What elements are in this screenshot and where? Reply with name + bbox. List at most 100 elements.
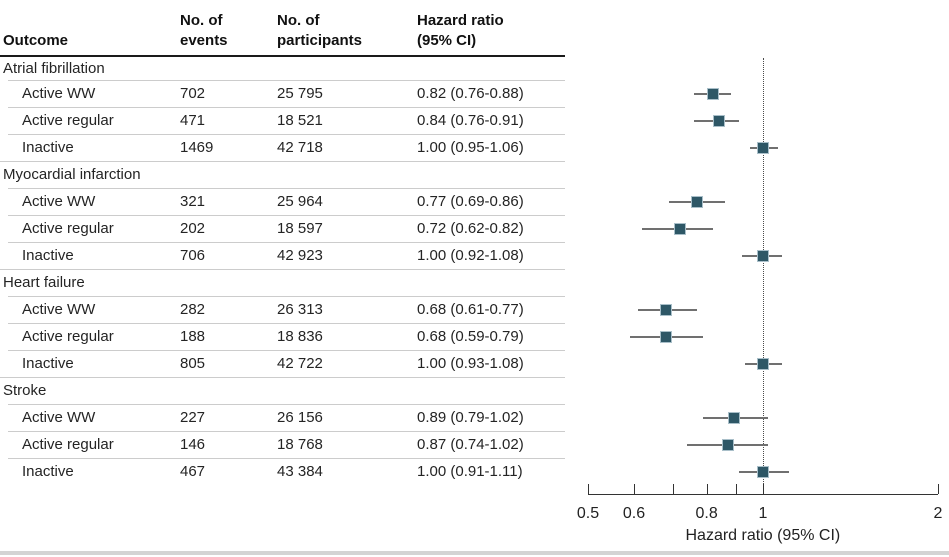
group-label: Stroke bbox=[3, 382, 47, 399]
hazard-ratio-marker bbox=[727, 411, 740, 424]
hazard-ratio-marker bbox=[691, 195, 703, 208]
table-row: Inactive 706 42 923 1.00 (0.92-1.08) bbox=[0, 242, 565, 269]
participants-value: 25 964 bbox=[277, 193, 323, 210]
table-row: Active WW 321 25 964 0.77 (0.69-0.86) bbox=[0, 188, 565, 215]
group-label: Atrial fibrillation bbox=[3, 60, 105, 77]
hazard-ratio-marker bbox=[674, 222, 687, 235]
events-value: 1469 bbox=[180, 139, 214, 156]
events-value: 227 bbox=[180, 409, 206, 426]
hazard-ratio-marker bbox=[712, 114, 725, 127]
hazard-ratio-value: 1.00 (0.95-1.06) bbox=[417, 139, 524, 156]
table-row: Inactive 1469 42 718 1.00 (0.95-1.06) bbox=[0, 134, 565, 161]
outcome-label: Active regular bbox=[22, 220, 114, 237]
outcome-label: Inactive bbox=[22, 139, 74, 156]
events-value: 188 bbox=[180, 328, 206, 345]
participants-value: 18 521 bbox=[277, 112, 323, 129]
group-row: Atrial fibrillation bbox=[0, 57, 565, 80]
hazard-ratio-marker bbox=[757, 249, 769, 262]
events-value: 805 bbox=[180, 355, 206, 372]
column-header-outcome: Outcome bbox=[3, 32, 69, 49]
reference-line bbox=[763, 58, 764, 494]
participants-value: 42 923 bbox=[277, 247, 323, 264]
participants-value: 26 156 bbox=[277, 409, 323, 426]
table-row: Active WW 282 26 313 0.68 (0.61-0.77) bbox=[0, 296, 565, 323]
table-row: Inactive 467 43 384 1.00 (0.91-1.11) bbox=[0, 458, 565, 485]
row-separator bbox=[8, 215, 565, 216]
row-separator bbox=[8, 431, 565, 432]
events-value: 702 bbox=[180, 85, 206, 102]
participants-value: 18 768 bbox=[277, 436, 323, 453]
events-value: 471 bbox=[180, 112, 206, 129]
axis-tick bbox=[706, 484, 708, 494]
table-row: Active WW 227 26 156 0.89 (0.79-1.02) bbox=[0, 404, 565, 431]
row-separator bbox=[8, 404, 565, 405]
x-axis-title: Hazard ratio (95% CI) bbox=[685, 527, 841, 544]
hazard-ratio-marker bbox=[706, 87, 719, 100]
row-separator bbox=[8, 458, 565, 459]
outcome-label: Active WW bbox=[22, 85, 96, 102]
outcome-label: Active WW bbox=[22, 409, 96, 426]
axis-tick bbox=[588, 484, 589, 494]
row-separator bbox=[8, 350, 565, 351]
row-separator bbox=[8, 107, 565, 108]
x-axis-line bbox=[588, 494, 938, 495]
table-row: Active regular 471 18 521 0.84 (0.76-0.91) bbox=[0, 107, 565, 134]
table-row: Active regular 146 18 768 0.87 (0.74-1.02) bbox=[0, 431, 565, 458]
column-header-participants: No. of participants bbox=[277, 12, 363, 49]
group-row: Stroke bbox=[0, 377, 565, 404]
outcome-label: Active regular bbox=[22, 328, 114, 345]
group-row: Myocardial infarction bbox=[0, 161, 565, 188]
events-value: 467 bbox=[180, 463, 206, 480]
axis-tick-label: 0.8 bbox=[695, 505, 718, 522]
row-separator bbox=[0, 161, 565, 162]
row-separator bbox=[8, 134, 565, 135]
axis-tick bbox=[763, 484, 764, 494]
row-separator bbox=[8, 296, 565, 297]
axis-tick-label: 2 bbox=[933, 505, 943, 522]
outcome-table: Outcome No. of events No. of participant… bbox=[0, 12, 565, 485]
outcome-label: Inactive bbox=[22, 355, 74, 372]
participants-value: 18 836 bbox=[277, 328, 323, 345]
participants-value: 43 384 bbox=[277, 463, 323, 480]
hazard-ratio-marker bbox=[757, 141, 769, 154]
column-header-hazard-ratio: Hazard ratio (95% CI) bbox=[417, 12, 504, 49]
row-separator bbox=[8, 323, 565, 324]
participants-value: 42 718 bbox=[277, 139, 323, 156]
axis-tick-label: 0.5 bbox=[576, 505, 600, 522]
events-value: 202 bbox=[180, 220, 206, 237]
row-separator bbox=[0, 377, 565, 378]
hazard-ratio-value: 0.82 (0.76-0.88) bbox=[417, 85, 524, 102]
axis-tick bbox=[938, 484, 939, 494]
row-separator bbox=[8, 80, 565, 81]
participants-value: 42 722 bbox=[277, 355, 323, 372]
table-row: Active WW 702 25 795 0.82 (0.76-0.88) bbox=[0, 80, 565, 107]
hazard-ratio-value: 0.87 (0.74-1.02) bbox=[417, 436, 524, 453]
hazard-ratio-marker bbox=[721, 438, 734, 451]
participants-value: 26 313 bbox=[277, 301, 323, 318]
hazard-ratio-value: 0.89 (0.79-1.02) bbox=[417, 409, 524, 426]
events-value: 321 bbox=[180, 193, 206, 210]
column-header-events: No. of events bbox=[180, 12, 228, 49]
hazard-ratio-value: 0.72 (0.62-0.82) bbox=[417, 220, 524, 237]
outcome-label: Active regular bbox=[22, 112, 114, 129]
events-value: 706 bbox=[180, 247, 206, 264]
participants-value: 25 795 bbox=[277, 85, 323, 102]
axis-tick-label: 1 bbox=[758, 505, 768, 522]
group-label: Myocardial infarction bbox=[3, 166, 141, 183]
hazard-ratio-marker bbox=[659, 303, 672, 316]
axis-tick bbox=[634, 484, 636, 494]
axis-tick bbox=[672, 484, 674, 494]
row-separator bbox=[8, 188, 565, 189]
axis-tick-label: 0.6 bbox=[622, 505, 646, 522]
row-separator bbox=[8, 242, 565, 243]
hazard-ratio-value: 0.68 (0.59-0.79) bbox=[417, 328, 524, 345]
figure-bottom-border bbox=[0, 551, 949, 555]
outcome-label: Active regular bbox=[22, 436, 114, 453]
hazard-ratio-value: 0.68 (0.61-0.77) bbox=[417, 301, 524, 318]
hazard-ratio-value: 0.84 (0.76-0.91) bbox=[417, 112, 524, 129]
table-row: Active regular 202 18 597 0.72 (0.62-0.82) bbox=[0, 215, 565, 242]
hazard-ratio-marker bbox=[757, 465, 769, 478]
outcome-label: Inactive bbox=[22, 247, 74, 264]
